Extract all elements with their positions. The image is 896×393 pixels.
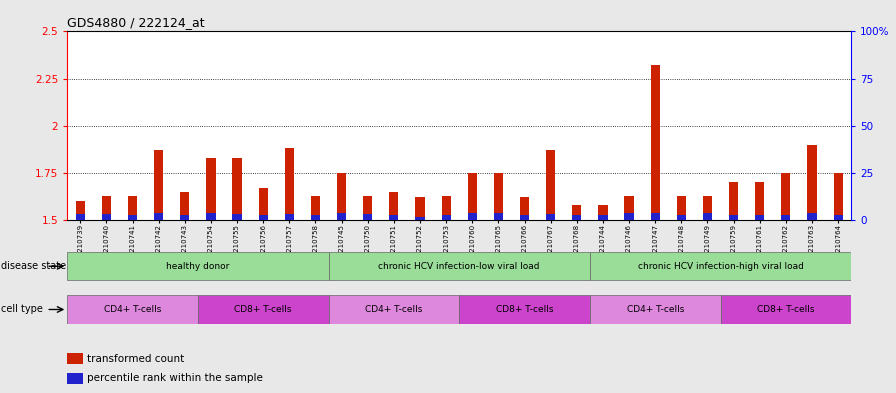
Bar [807,213,816,220]
Bar [389,215,399,220]
Text: CD4+ T-cells: CD4+ T-cells [626,305,684,314]
Text: healthy donor: healthy donor [166,262,229,271]
Bar [590,252,851,281]
Bar [67,252,329,281]
Bar [389,192,399,220]
Bar [180,192,189,220]
Bar [676,196,686,220]
Text: chronic HCV infection-low viral load: chronic HCV infection-low viral load [378,262,540,271]
Bar [259,215,268,220]
Bar [75,215,85,220]
Bar [180,215,189,220]
Text: transformed count: transformed count [87,354,185,364]
Bar [442,196,451,220]
Text: CD8+ T-cells: CD8+ T-cells [235,305,292,314]
Bar [337,213,346,220]
Bar [650,65,659,220]
Bar [625,196,633,220]
Bar [311,215,320,220]
Text: CD4+ T-cells: CD4+ T-cells [104,305,161,314]
Bar [154,150,163,220]
Bar [128,196,137,220]
Text: CD4+ T-cells: CD4+ T-cells [366,305,423,314]
Bar [67,296,198,324]
Bar [573,205,582,220]
Bar [154,213,163,220]
Bar [128,215,137,220]
Bar [416,217,425,220]
Bar [755,182,764,220]
Bar [468,173,477,220]
Bar [206,213,216,220]
Bar [102,196,111,220]
Bar [755,215,764,220]
Bar [232,215,242,220]
Bar [285,149,294,220]
Bar [363,196,373,220]
Bar [102,215,111,220]
Bar [650,213,659,220]
Text: chronic HCV infection-high viral load: chronic HCV infection-high viral load [638,262,804,271]
Bar [807,145,816,220]
Text: disease state: disease state [1,261,66,271]
Bar [625,213,633,220]
Bar [520,215,530,220]
Bar [573,215,582,220]
Bar [442,215,451,220]
Bar [67,373,82,384]
Bar [206,158,216,220]
Bar [676,215,686,220]
Text: percentile rank within the sample: percentile rank within the sample [87,373,263,384]
Bar [599,215,607,220]
Bar [311,196,320,220]
Text: cell type: cell type [1,304,43,314]
Text: CD8+ T-cells: CD8+ T-cells [495,305,554,314]
Bar [459,296,590,324]
Bar [546,150,556,220]
Bar [198,296,329,324]
Bar [702,213,712,220]
Bar [337,173,346,220]
Bar [329,296,459,324]
Text: GDS4880 / 222124_at: GDS4880 / 222124_at [67,16,205,29]
Bar [781,215,790,220]
Bar [416,197,425,220]
Bar [67,353,82,364]
Bar [729,215,738,220]
Bar [729,182,738,220]
Bar [546,215,556,220]
Bar [259,188,268,220]
Bar [781,173,790,220]
Bar [232,158,242,220]
Bar [702,196,712,220]
Bar [494,173,503,220]
Bar [590,296,720,324]
Bar [494,213,503,220]
Bar [833,173,843,220]
Bar [363,215,373,220]
Bar [329,252,590,281]
Bar [75,201,85,220]
Bar [833,215,843,220]
Text: CD8+ T-cells: CD8+ T-cells [757,305,814,314]
Bar [720,296,851,324]
Bar [468,213,477,220]
Bar [520,197,530,220]
Bar [285,215,294,220]
Bar [599,205,607,220]
